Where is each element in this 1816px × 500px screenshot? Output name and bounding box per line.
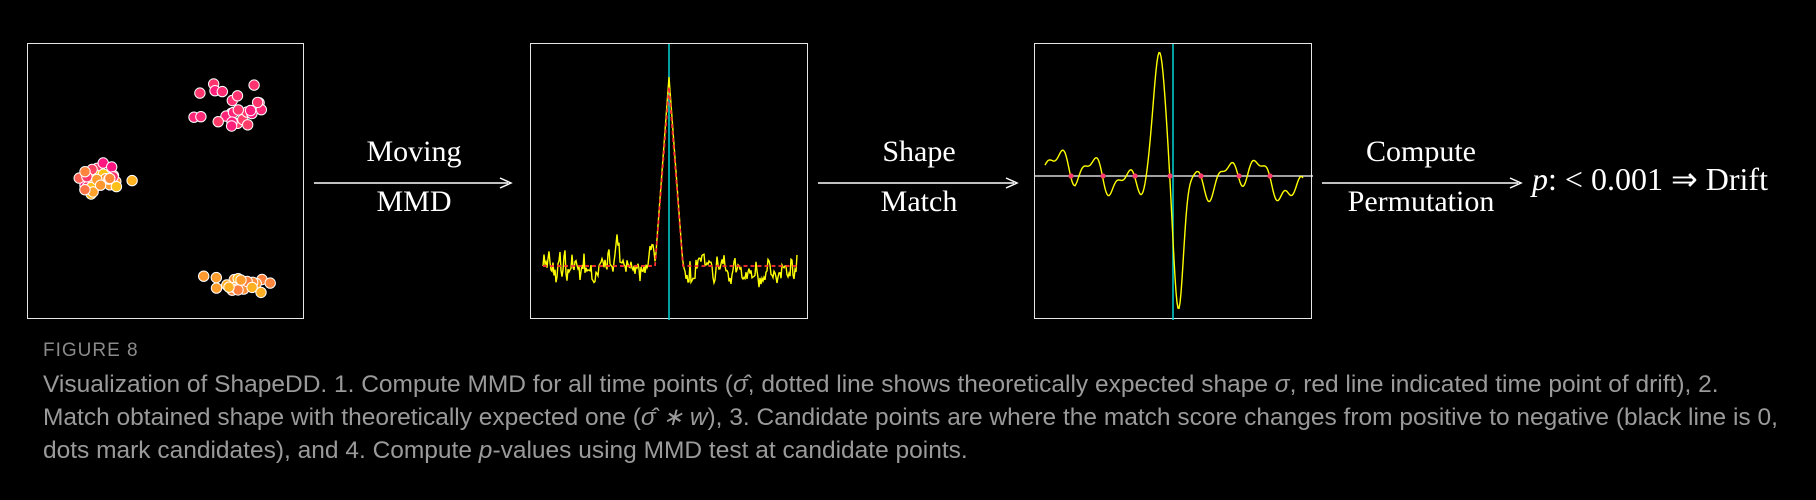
candidate-dot <box>1132 173 1138 179</box>
step-moving-mmd-label: Moving MMD <box>314 135 514 219</box>
figure-label: FIGURE 8 <box>43 340 139 361</box>
scatter-point <box>94 179 107 191</box>
caption-part: ), 3. Candidate points are where the mat… <box>43 404 1778 464</box>
mmd-signal-plot <box>542 44 798 320</box>
arrow-2 <box>818 177 1019 189</box>
shape-match-plot <box>1035 44 1313 320</box>
step-3-line1: Compute <box>1366 135 1476 168</box>
caption-sigma: σ <box>1274 371 1290 398</box>
scatter-point <box>198 270 210 282</box>
candidate-dot <box>1068 173 1074 179</box>
step-shape-match-label: Shape Match <box>818 135 1020 219</box>
candidate-dot <box>1267 173 1273 179</box>
match-score-line <box>1044 51 1304 310</box>
expected-shape-line <box>543 86 797 267</box>
scatter-point <box>79 184 91 196</box>
step-3-line2: Permutation <box>1347 185 1495 218</box>
scatter-point <box>216 85 229 98</box>
caption-part: , red line indicated time point of drift… <box>43 371 1719 431</box>
step-1-line2: MMD <box>376 185 452 218</box>
scatter-point <box>235 274 247 286</box>
caption-part: Visualization of ShapeDD. 1. Compute MMD… <box>43 371 733 398</box>
candidate-dot <box>1198 173 1204 179</box>
caption-convolution: σ̂ ∗ w <box>640 404 708 431</box>
scatter-point <box>246 281 258 294</box>
drift-result: p: < 0.001 ⇒ Drift <box>1532 160 1768 198</box>
scatter-point <box>106 161 118 173</box>
result-expression: : < 0.001 ⇒ <box>1548 161 1706 197</box>
step-2-line1: Shape <box>882 135 956 168</box>
shape-match-panel <box>1034 43 1313 320</box>
cluster-scatter-plot <box>73 78 276 299</box>
result-outcome: Drift <box>1705 161 1768 197</box>
caption-p: p <box>478 437 493 464</box>
scatter-point <box>231 90 244 102</box>
scatter-point <box>79 166 91 178</box>
scatter-point <box>195 111 207 123</box>
scatter-point <box>232 104 245 116</box>
step-2-line2: Match <box>880 185 958 218</box>
scatter-point <box>264 277 276 289</box>
arrow-3 <box>1322 177 1523 189</box>
scatter-point <box>244 104 257 117</box>
candidate-dot <box>1167 173 1173 179</box>
caption-part: -values using MMD test at candidate poin… <box>492 437 968 464</box>
scatter-point <box>212 116 224 128</box>
step-compute-permutation-label: Compute Permutation <box>1316 135 1526 219</box>
scatter-point <box>210 271 223 284</box>
mmd-panel <box>530 43 808 320</box>
scatter-point <box>104 172 116 185</box>
arrow-1 <box>314 177 513 189</box>
p-symbol: p <box>1532 161 1548 197</box>
scatter-point <box>223 281 235 293</box>
scatter-panel <box>27 43 304 319</box>
caption-sigma-hat: σ̂ <box>732 371 748 398</box>
figure-caption: Visualization of ShapeDD. 1. Compute MMD… <box>43 368 1783 467</box>
scatter-point <box>255 286 267 299</box>
scatter-point <box>210 282 223 294</box>
step-1-line1: Moving <box>366 135 462 168</box>
scatter-point <box>248 79 260 91</box>
caption-part: , dotted line shows theoretically expect… <box>747 371 1275 398</box>
candidate-dot <box>1100 173 1106 179</box>
scatter-point <box>242 119 254 131</box>
candidate-dot <box>1236 173 1242 179</box>
scatter-point <box>225 120 238 132</box>
scatter-point <box>251 96 264 109</box>
scatter-point <box>194 87 206 99</box>
scatter-point <box>126 174 138 187</box>
mmd-signal-line <box>542 76 798 288</box>
